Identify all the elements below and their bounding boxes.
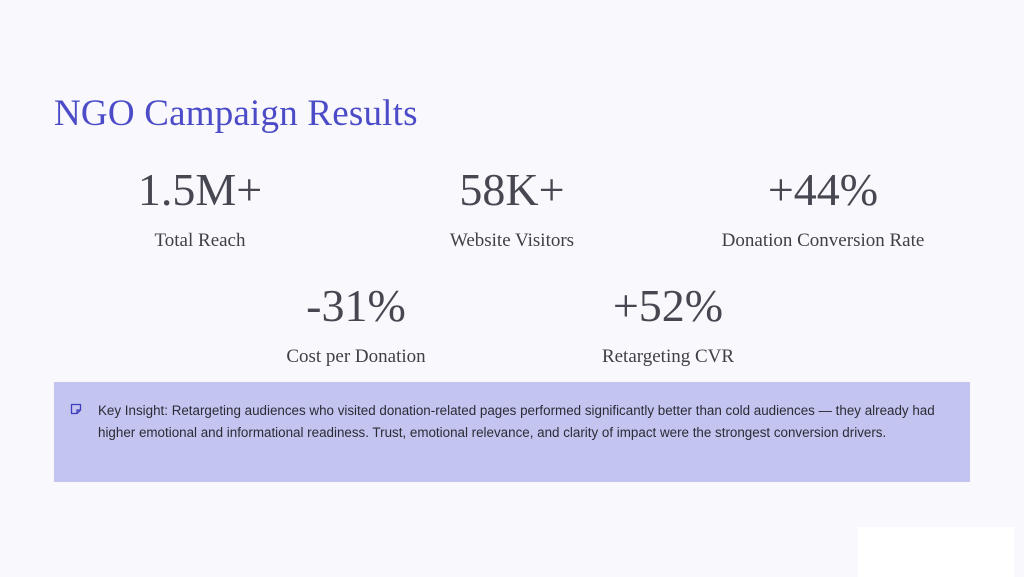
page-title: NGO Campaign Results bbox=[54, 93, 418, 134]
stat-cost-per-donation: -31% Cost per Donation bbox=[206, 278, 506, 370]
stat-value: +52% bbox=[612, 280, 724, 331]
stat-label: Cost per Donation bbox=[286, 346, 426, 367]
key-insight-text: Key Insight: Retargeting audiences who v… bbox=[98, 403, 935, 440]
note-icon bbox=[70, 403, 82, 415]
stat-donation-conversion-rate: +44% Donation Conversion Rate bbox=[673, 162, 973, 254]
stat-label: Donation Conversion Rate bbox=[721, 230, 925, 251]
stat-label: Total Reach bbox=[154, 230, 246, 251]
stat-total-reach: 1.5M+ Total Reach bbox=[50, 162, 350, 254]
stat-retargeting-cvr: +52% Retargeting CVR bbox=[518, 278, 818, 370]
stat-website-visitors: 58K+ Website Visitors bbox=[362, 162, 662, 254]
stat-label: Website Visitors bbox=[449, 230, 575, 251]
key-insight-box: Key Insight: Retargeting audiences who v… bbox=[54, 382, 970, 482]
stat-value: -31% bbox=[306, 280, 406, 331]
corner-overlay bbox=[858, 527, 1014, 577]
stat-label: Retargeting CVR bbox=[601, 346, 735, 367]
stat-value: 1.5M+ bbox=[137, 164, 263, 215]
stat-value: +44% bbox=[767, 164, 879, 215]
stat-value: 58K+ bbox=[459, 164, 565, 215]
